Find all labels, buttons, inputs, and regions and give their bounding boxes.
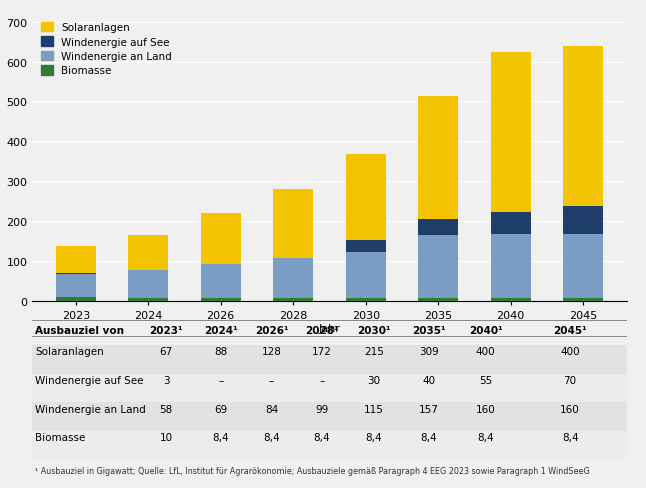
Bar: [273, 298, 313, 301]
Bar: [418, 97, 458, 220]
Text: 2045¹: 2045¹: [554, 325, 587, 335]
Bar: [346, 298, 386, 301]
Bar: [491, 298, 530, 301]
Text: 8,4: 8,4: [562, 432, 578, 443]
Text: 400: 400: [560, 347, 580, 357]
Text: –: –: [218, 375, 224, 386]
Text: 8,4: 8,4: [421, 432, 437, 443]
Bar: [201, 298, 241, 301]
Bar: [346, 252, 386, 298]
Text: –: –: [269, 375, 274, 386]
Text: 157: 157: [419, 404, 439, 414]
Text: 115: 115: [364, 404, 384, 414]
Text: ¹ Ausbauziel in Gigawatt; Quelle: LfL, Institut für Agrarökonomie; Ausbauziele g: ¹ Ausbauziel in Gigawatt; Quelle: LfL, I…: [36, 466, 590, 475]
Bar: [201, 264, 241, 298]
Text: 2023¹: 2023¹: [149, 325, 183, 335]
FancyBboxPatch shape: [32, 431, 627, 460]
Bar: [491, 212, 530, 234]
Bar: [56, 246, 96, 273]
Text: 2030¹: 2030¹: [357, 325, 391, 335]
FancyBboxPatch shape: [32, 345, 627, 374]
Bar: [491, 53, 530, 212]
Text: 128: 128: [262, 347, 282, 357]
Text: 8,4: 8,4: [213, 432, 229, 443]
Text: Biomasse: Biomasse: [36, 432, 86, 443]
Bar: [418, 236, 458, 298]
Bar: [56, 274, 96, 297]
Text: 67: 67: [160, 347, 172, 357]
Bar: [346, 240, 386, 252]
Text: 58: 58: [160, 404, 172, 414]
Text: 160: 160: [475, 404, 495, 414]
Text: 70: 70: [563, 375, 577, 386]
Bar: [56, 297, 96, 301]
Bar: [563, 47, 603, 206]
Text: 400: 400: [475, 347, 495, 357]
Bar: [563, 206, 603, 234]
Text: 172: 172: [312, 347, 332, 357]
Text: 88: 88: [214, 347, 227, 357]
FancyBboxPatch shape: [32, 374, 627, 402]
Text: Ausbauziel von: Ausbauziel von: [36, 325, 124, 335]
Text: Solaranlagen: Solaranlagen: [36, 347, 104, 357]
Text: 2026¹: 2026¹: [255, 325, 288, 335]
Y-axis label: Installierte Anlagenleistungen in Gigawatt: Installierte Anlagenleistungen in Gigawa…: [0, 48, 1, 268]
Bar: [563, 298, 603, 301]
Text: 2024¹: 2024¹: [204, 325, 238, 335]
Text: 2028¹: 2028¹: [306, 325, 339, 335]
Text: 309: 309: [419, 347, 439, 357]
Text: 10: 10: [160, 432, 172, 443]
Text: 55: 55: [479, 375, 492, 386]
Text: –: –: [319, 375, 325, 386]
Bar: [129, 236, 168, 270]
Text: 69: 69: [214, 404, 227, 414]
Text: 2035¹: 2035¹: [412, 325, 446, 335]
Bar: [129, 270, 168, 298]
Bar: [346, 155, 386, 240]
Text: 3: 3: [163, 375, 169, 386]
X-axis label: Jahr: Jahr: [318, 323, 340, 333]
Text: Windenergie auf See: Windenergie auf See: [36, 375, 144, 386]
Bar: [418, 220, 458, 236]
Text: 99: 99: [315, 404, 329, 414]
Bar: [273, 190, 313, 259]
Text: 8,4: 8,4: [263, 432, 280, 443]
Text: 84: 84: [265, 404, 278, 414]
Bar: [201, 214, 241, 264]
Text: 30: 30: [368, 375, 380, 386]
Text: 160: 160: [560, 404, 580, 414]
Text: 8,4: 8,4: [314, 432, 330, 443]
Text: Windenergie an Land: Windenergie an Land: [36, 404, 146, 414]
Legend: Solaranlagen, Windenergie auf See, Windenergie an Land, Biomasse: Solaranlagen, Windenergie auf See, Winde…: [37, 20, 175, 80]
Bar: [491, 234, 530, 298]
Bar: [418, 298, 458, 301]
Text: 8,4: 8,4: [366, 432, 382, 443]
Text: 215: 215: [364, 347, 384, 357]
Text: 2040¹: 2040¹: [468, 325, 503, 335]
Bar: [273, 259, 313, 298]
Text: 8,4: 8,4: [477, 432, 494, 443]
FancyBboxPatch shape: [32, 402, 627, 431]
Bar: [129, 298, 168, 301]
Text: 40: 40: [422, 375, 435, 386]
Bar: [56, 273, 96, 274]
Bar: [563, 234, 603, 298]
